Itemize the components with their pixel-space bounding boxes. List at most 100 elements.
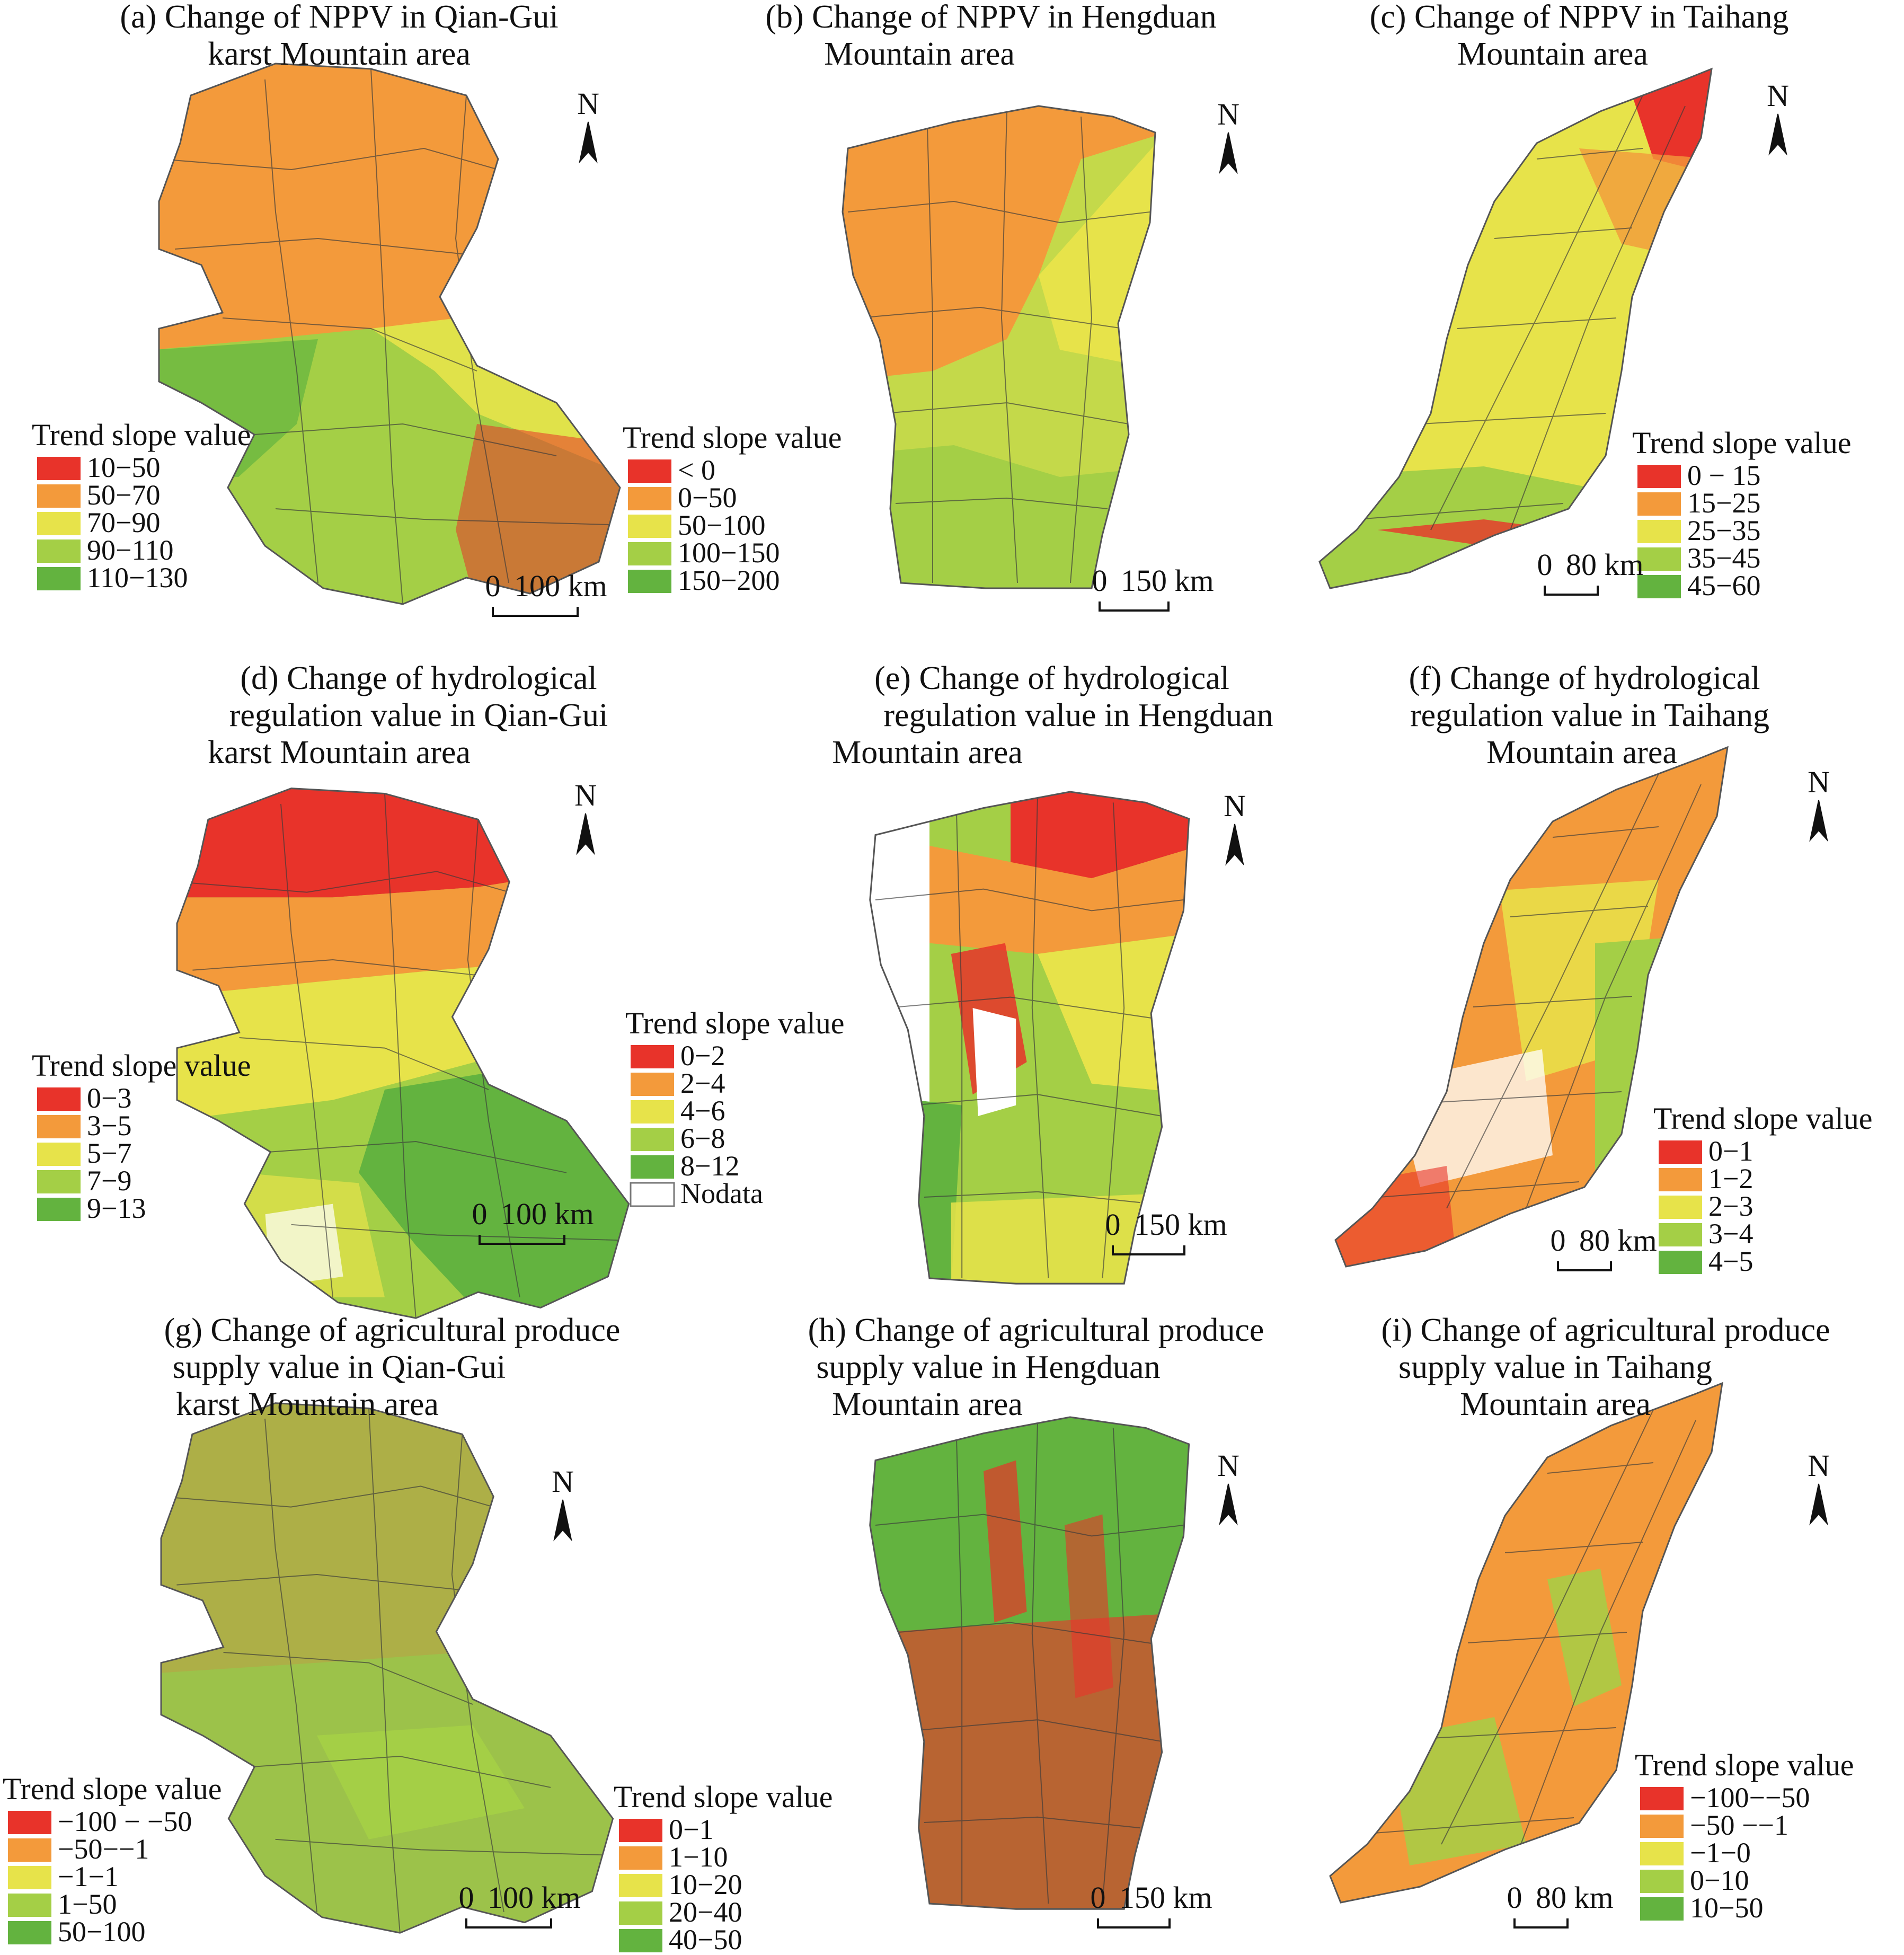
legend-label: < 0 [678, 454, 715, 486]
north-arrow: N [1767, 78, 1789, 156]
north-label: N [1224, 789, 1246, 823]
north-arrow: N [574, 778, 597, 855]
scale-bar: 0 80 km [1537, 547, 1644, 596]
legend-label: 5−7 [87, 1137, 131, 1169]
legend-swatch [37, 539, 81, 563]
legend-swatch [1637, 465, 1681, 488]
legend-label: 1−10 [669, 1841, 728, 1873]
title: (d) Change of hydrological regulation va… [208, 660, 608, 771]
legend-swatch [37, 484, 81, 508]
legend-swatch [628, 515, 671, 538]
legend-label: 50−70 [87, 479, 160, 511]
north-arrow-icon [1809, 800, 1828, 842]
legend-label: 0−2 [680, 1040, 725, 1072]
scale-value: 80 km [1536, 1880, 1614, 1915]
legend-label: −100 − −50 [58, 1806, 192, 1837]
panel-title-line: (a) Change of NPPV in Qian-Gui [120, 0, 558, 35]
legend-swatch [619, 1846, 662, 1870]
map-panel-d: (d) Change of hydrological regulation va… [32, 660, 630, 1319]
legend-label: −1−0 [1690, 1837, 1751, 1869]
legend-label: 2−3 [1708, 1190, 1753, 1222]
legend-swatch [8, 1921, 51, 1944]
legend-swatch [8, 1894, 51, 1917]
legend-swatch [37, 1087, 81, 1111]
legend-swatch [628, 542, 671, 565]
legend-label: 40−50 [669, 1924, 742, 1955]
legend-label: −50 −−1 [1690, 1809, 1788, 1841]
legend-title: Trend slope value [1632, 426, 1851, 460]
panel-title-line: (f) Change of hydrological [1409, 660, 1760, 696]
title: (g) Change of agricultural produce suppl… [164, 1312, 621, 1422]
title: (b) Change of NPPV in Hengduan Mountain … [765, 0, 1216, 72]
north-arrow-icon [576, 813, 595, 855]
legend-label: 2−4 [680, 1067, 725, 1099]
legend-label: 10−50 [87, 452, 160, 483]
scale-bar: 0 100 km [485, 569, 607, 617]
title: (h) Change of agricultural produce suppl… [808, 1312, 1264, 1422]
panel-title-line: (b) Change of NPPV in Hengduan [765, 0, 1216, 35]
panel-title-line: Mountain area [832, 1386, 1023, 1422]
legend-label: 9−13 [87, 1192, 146, 1224]
map-region-hengduan-nppv [843, 106, 1155, 588]
legend-title: Trend slope value [1653, 1101, 1872, 1136]
legend-label: −100−−50 [1690, 1782, 1810, 1814]
scale-zero: 0 [485, 569, 501, 603]
scale-bar: 0 80 km [1551, 1223, 1657, 1271]
legend-title: Trend slope value [32, 418, 251, 452]
panel-title-line: Mountain area [824, 36, 1015, 72]
north-arrow-icon [1219, 1483, 1238, 1526]
legend-label: 0−3 [87, 1082, 131, 1114]
panel-title-line: (g) Change of agricultural produce [164, 1312, 621, 1348]
scale-zero: 0 [1537, 547, 1553, 582]
north-label: N [1808, 765, 1830, 799]
legend-swatch [37, 1170, 81, 1193]
legend-label: 8−12 [680, 1150, 739, 1182]
scale-value: 150 km [1121, 563, 1214, 598]
scale-value: 100 km [501, 1197, 594, 1231]
map-region-hengduan-agri [870, 1417, 1189, 1909]
north-arrow: N [1224, 789, 1246, 866]
scale-zero: 0 [1507, 1880, 1522, 1915]
legend: Trend slope value < 00−5050−100100−15015… [623, 420, 842, 596]
legend-swatch [37, 1143, 81, 1166]
legend-title: Trend slope value [614, 1780, 833, 1814]
north-arrow: N [1217, 1448, 1239, 1526]
scale-value: 100 km [488, 1880, 581, 1915]
panel-title-line: (h) Change of agricultural produce [808, 1312, 1264, 1348]
scale-zero: 0 [1091, 1880, 1106, 1915]
legend-label: −1−1 [58, 1861, 119, 1892]
legend-swatch [631, 1045, 674, 1068]
map-panel-g: (g) Change of agricultural produce suppl… [3, 1312, 621, 1948]
legend-label: 70−90 [87, 507, 160, 538]
legend-swatch [631, 1155, 674, 1179]
panel-title-line: Mountain area [832, 735, 1023, 771]
north-arrow-icon [1768, 113, 1787, 156]
legend-label: 0−50 [678, 482, 737, 514]
legend-swatch [1637, 575, 1681, 598]
legend-label: 20−40 [669, 1896, 742, 1928]
legend-label: 25−35 [1687, 515, 1760, 546]
title: (f) Change of hydrological regulation va… [1409, 660, 1769, 771]
panel-title-line: (c) Change of NPPV in Taihang [1370, 0, 1789, 35]
map-panel-c: (c) Change of NPPV in Taihang Mountain a… [1318, 0, 1851, 601]
scale-zero: 0 [459, 1880, 474, 1915]
title: (a) Change of NPPV in Qian-Gui karst Mou… [120, 0, 558, 72]
legend-swatch [1640, 1897, 1684, 1921]
legend-swatch [631, 1100, 674, 1124]
legend-swatch [1640, 1870, 1684, 1893]
north-arrow: N [1217, 97, 1239, 174]
legend-label: 10−20 [669, 1869, 742, 1900]
north-arrow-icon [1219, 132, 1238, 174]
legend-label: −50−−1 [58, 1833, 149, 1865]
legend: Trend slope value −100−−50−50 −−1−1−00−1… [1635, 1748, 1854, 1924]
legend-swatch [628, 570, 671, 593]
legend-title: Trend slope value [623, 420, 842, 455]
map-panel-b: (b) Change of NPPV in Hengduan Mountain … [623, 0, 1239, 612]
legend-swatch [37, 567, 81, 590]
north-label: N [574, 778, 597, 812]
legend-label: 0−10 [1690, 1864, 1749, 1896]
legend-label: 150−200 [678, 564, 780, 596]
legend-swatch [619, 1901, 662, 1925]
legend-label: 1−2 [1708, 1163, 1753, 1195]
